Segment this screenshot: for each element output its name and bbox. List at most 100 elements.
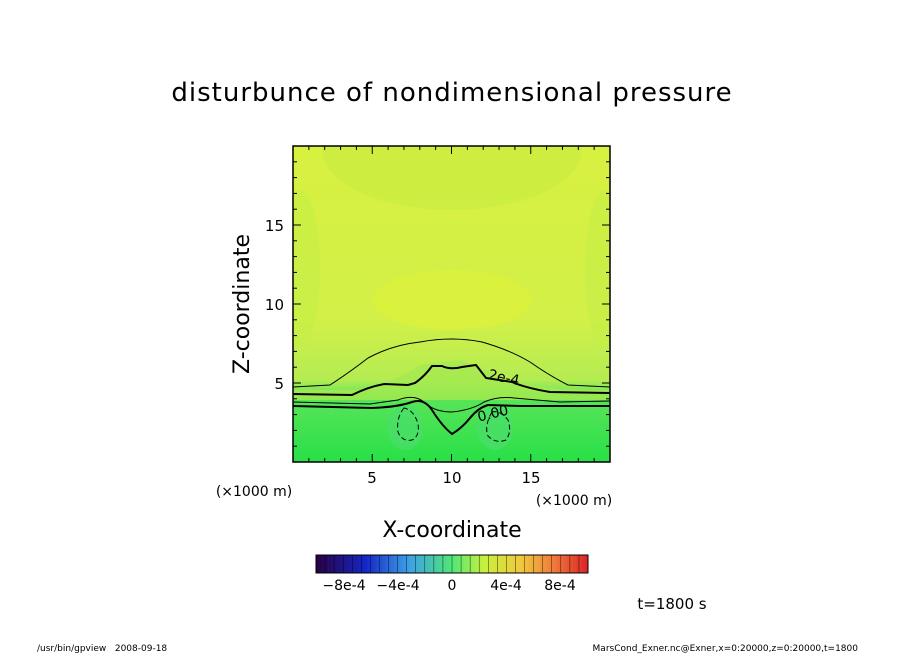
- colorbar-tick-neg8e-4: −8e-4: [322, 578, 365, 594]
- field-band-low: [293, 360, 610, 400]
- colorbar-band: [536, 555, 540, 573]
- colorbar-tick-4e-4: 4e-4: [490, 578, 522, 594]
- colorbar-band: [554, 555, 559, 573]
- colorbar-band: [581, 555, 586, 573]
- colorbar-band: [569, 555, 574, 573]
- colorbar-band: [482, 555, 486, 573]
- colorbar: −8e-4 −4e-4 0 4e-4 8e-4: [315, 554, 589, 594]
- field-patch-mid: [372, 270, 532, 330]
- colorbar-band: [433, 555, 438, 573]
- colorbar-band: [548, 555, 553, 573]
- colorbar-band: [500, 555, 504, 573]
- colorbar-band: [464, 555, 468, 573]
- colorbar-band: [491, 555, 495, 573]
- field-patch-low-left: [387, 406, 423, 450]
- colorbar-band: [382, 555, 386, 573]
- colorbar-band: [319, 555, 323, 573]
- contour-dashed-left: [397, 407, 419, 441]
- colorbar-band: [337, 555, 341, 573]
- colorbar-band: [442, 555, 447, 573]
- colorbar-band: [485, 555, 489, 573]
- colorbar-band: [524, 555, 528, 573]
- colorbar-band: [391, 555, 395, 573]
- colorbar-band: [346, 555, 350, 573]
- colorbar-band: [418, 555, 423, 573]
- colorbar-tick-8e-4: 8e-4: [544, 578, 576, 594]
- colorbar-band: [527, 555, 531, 573]
- colorbar-band: [458, 555, 462, 573]
- colorbar-band: [578, 555, 583, 573]
- colorbar-band: [343, 555, 347, 573]
- colorbar-band: [506, 555, 510, 573]
- colorbar-band: [467, 555, 471, 573]
- colorbar-band: [551, 555, 556, 573]
- x-tick-label-10: 10: [442, 469, 461, 487]
- plot-area: [293, 146, 610, 462]
- colorbar-band: [400, 555, 404, 573]
- field-patch-right: [585, 190, 610, 350]
- x-tick-label-5: 5: [367, 469, 377, 487]
- colorbar-band: [328, 555, 332, 573]
- colorbar-band: [436, 555, 441, 573]
- colorbar-band: [322, 555, 326, 573]
- contour-line-2e-4: [293, 363, 610, 397]
- chart-title: disturbunce of nondimensional pressure: [171, 78, 732, 108]
- colorbar-band: [325, 555, 329, 573]
- colorbar-band: [364, 555, 368, 573]
- colorbar-band: [370, 555, 374, 573]
- colorbar-band: [518, 555, 522, 573]
- colorbar-tick-0: 0: [448, 578, 457, 594]
- colorbar-band: [542, 555, 546, 573]
- colorbar-band: [509, 555, 513, 573]
- y-unit-label: (×1000 m): [216, 484, 292, 500]
- colorbar-band: [470, 555, 474, 573]
- colorbar-band: [566, 555, 571, 573]
- colorbar-band: [379, 555, 383, 573]
- field-patch-low-right: [477, 406, 513, 450]
- field-patch-top: [322, 146, 582, 210]
- contour-line-upper: [293, 338, 610, 388]
- footer-left: /usr/bin/gpview 2008-09-18: [37, 644, 167, 654]
- colorbar-band: [412, 555, 417, 573]
- colorbar-band: [373, 555, 377, 573]
- colorbar-band: [406, 555, 410, 573]
- axis-ticks: [293, 146, 610, 462]
- colorbar-band: [331, 555, 335, 573]
- colorbar-band: [563, 555, 568, 573]
- colorbar-band: [340, 555, 344, 573]
- colorbar-band: [461, 555, 465, 573]
- colorbar-band: [494, 555, 498, 573]
- colorbar-band: [358, 555, 362, 573]
- colorbar-band: [557, 555, 562, 573]
- colorbar-band: [560, 555, 565, 573]
- colorbar-band: [385, 555, 389, 573]
- colorbar-band: [515, 555, 519, 573]
- colorbar-band: [439, 555, 444, 573]
- y-tick-label-5: 5: [274, 375, 284, 393]
- colorbar-band: [572, 555, 577, 573]
- colorbar-bands: [316, 555, 589, 573]
- y-tick-label-15: 15: [265, 217, 284, 235]
- colorbar-band: [479, 555, 483, 573]
- colorbar-band: [403, 555, 407, 573]
- contour-labels: 2e-4 0.00: [476, 367, 521, 426]
- colorbar-band: [584, 555, 589, 573]
- colorbar-band: [352, 555, 356, 573]
- colorbar-band: [424, 555, 429, 573]
- colorbar-band: [445, 555, 450, 573]
- contour-label-2e-4: 2e-4: [487, 367, 521, 389]
- colorbar-band: [575, 555, 580, 573]
- colorbar-band: [367, 555, 371, 573]
- x-tick-label-15: 15: [521, 469, 540, 487]
- colorbar-band: [488, 555, 492, 573]
- colorbar-band: [521, 555, 525, 573]
- colorbar-band: [355, 555, 359, 573]
- colorbar-band: [539, 555, 543, 573]
- colorbar-band: [497, 555, 501, 573]
- colorbar-band: [316, 555, 320, 573]
- colorbar-frame: [315, 554, 589, 574]
- colorbar-band: [452, 555, 456, 573]
- colorbar-band: [455, 555, 459, 573]
- y-tick-label-10: 10: [265, 296, 284, 314]
